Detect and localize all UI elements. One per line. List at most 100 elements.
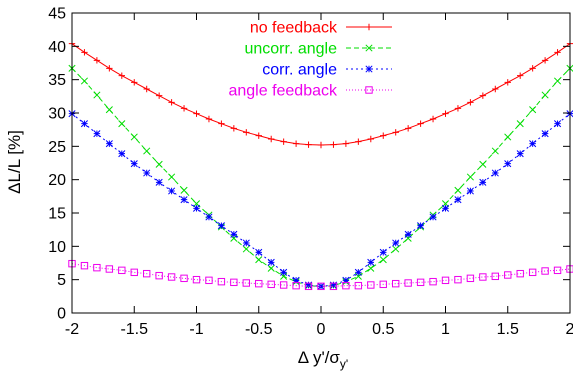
data-point (479, 92, 487, 99)
data-point (155, 178, 163, 186)
data-point (454, 196, 462, 204)
data-point (168, 99, 175, 106)
data-point (317, 282, 325, 290)
data-point (354, 281, 363, 290)
data-point (429, 277, 437, 286)
data-point (255, 248, 263, 256)
data-point (541, 130, 549, 138)
data-point (304, 281, 313, 289)
legend-marker (365, 44, 373, 52)
data-point (130, 268, 138, 277)
y-tick-label: 35 (48, 72, 66, 89)
data-point (479, 178, 487, 186)
data-point (379, 280, 387, 289)
data-point (130, 160, 138, 168)
legend-marker (365, 65, 373, 73)
data-point (280, 138, 287, 145)
data-point (180, 105, 188, 112)
legend-label: corr. angle (262, 62, 337, 79)
data-point (541, 57, 549, 64)
y-tick-label: 45 (48, 6, 66, 23)
data-point (292, 276, 300, 284)
data-point (330, 141, 337, 148)
data-point (504, 160, 512, 168)
data-point (81, 49, 88, 56)
data-point (118, 266, 126, 275)
data-point (466, 274, 475, 283)
data-point (106, 65, 113, 72)
y-tick-label: 0 (57, 306, 66, 323)
data-point (267, 264, 275, 272)
data-point (416, 278, 425, 287)
data-point (342, 281, 350, 290)
data-point (80, 77, 89, 85)
y-tick-label: 30 (48, 106, 66, 123)
data-point (492, 85, 499, 93)
data-point (467, 99, 474, 106)
data-point (355, 138, 362, 145)
data-point (354, 268, 362, 276)
y-axis-label: ΔL/L [%] (5, 130, 24, 194)
x-axis-label: Δ y'/σy' (298, 348, 348, 371)
data-point (93, 263, 101, 272)
data-point (516, 120, 524, 128)
data-point (167, 273, 176, 281)
data-point (392, 129, 399, 136)
data-point (454, 105, 462, 112)
x-tick-label: 0 (317, 321, 326, 338)
data-point (554, 49, 561, 56)
data-point (553, 120, 562, 128)
data-point (404, 230, 412, 238)
data-point (243, 129, 250, 136)
data-point (143, 85, 150, 93)
data-point (180, 186, 188, 194)
data-point (242, 245, 250, 253)
data-point (218, 120, 225, 127)
data-point (180, 196, 188, 204)
data-point (192, 204, 201, 212)
data-point (528, 268, 537, 277)
data-point (304, 282, 313, 291)
data-point (491, 169, 499, 177)
data-point (193, 110, 200, 117)
data-point (479, 160, 487, 168)
x-tick-label: -1 (189, 321, 203, 338)
data-point (529, 140, 537, 148)
data-point (255, 279, 263, 288)
data-point (479, 273, 487, 281)
data-point (168, 173, 176, 181)
y-tick-label: 15 (48, 206, 66, 223)
data-point (267, 280, 275, 289)
data-point (342, 140, 350, 147)
data-point (417, 222, 425, 230)
data-point (379, 248, 387, 256)
x-axis-label-subscript: y' (340, 357, 348, 371)
data-point (392, 279, 400, 288)
x-tick-label: -1.5 (120, 321, 148, 338)
data-point (255, 256, 263, 264)
series-3 (68, 110, 573, 290)
x-tick-label: 1 (441, 321, 450, 338)
data-point (80, 120, 89, 128)
data-point (541, 91, 549, 99)
data-point (429, 115, 437, 123)
data-point (553, 77, 562, 85)
data-point (367, 281, 375, 289)
data-point (217, 277, 226, 286)
data-point (267, 258, 275, 266)
data-point (367, 135, 374, 143)
series-line (71, 67, 571, 287)
legend-label: no feedback (250, 20, 338, 37)
x-tick-label: 0.5 (372, 321, 394, 338)
y-tick-label: 10 (48, 239, 66, 256)
data-point (329, 281, 338, 289)
data-point (80, 261, 89, 270)
data-point (329, 282, 338, 291)
data-point (404, 279, 412, 287)
data-point (118, 72, 125, 79)
legend-marker (365, 23, 373, 31)
data-point (217, 222, 225, 230)
legend-label: uncorr. angle (244, 41, 337, 58)
